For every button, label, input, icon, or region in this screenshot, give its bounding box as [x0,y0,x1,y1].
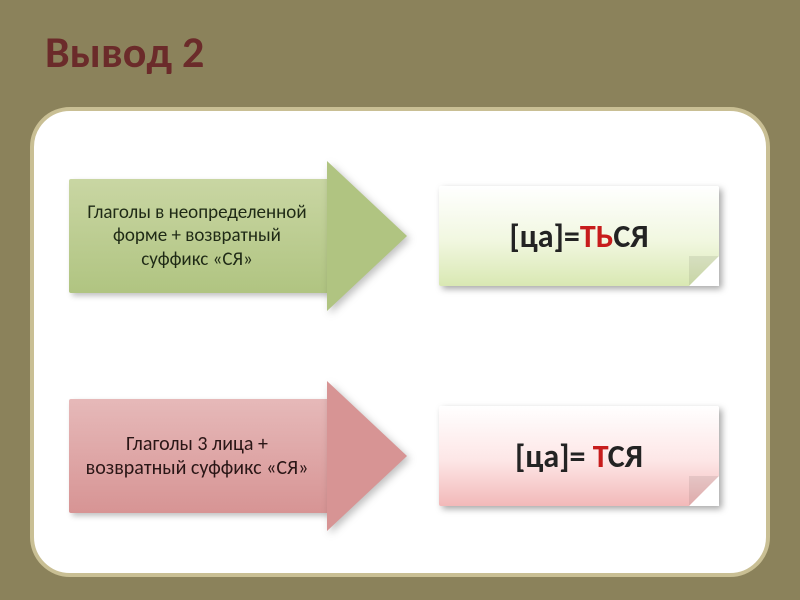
card-fold-back-icon [689,256,719,286]
formula-text: [ца]= ТСЯ [515,437,643,476]
page-title: Вывод 2 [45,25,770,79]
arrow-head-icon [327,161,407,311]
arrow-infinitive: Глаголы в неопределенной форме + возврат… [69,161,409,311]
card-fold-back-icon [689,476,719,506]
result-card-third-person: [ца]= ТСЯ [439,406,719,506]
formula-suffix: СЯ [613,217,648,256]
formula-highlight: ТЬ [580,217,614,256]
rule-row-third-person: Глаголы 3 лица + возвратный суффикс «СЯ»… [69,381,731,531]
rule-row-infinitive: Глаголы в неопределенной форме + возврат… [69,161,731,311]
result-card-infinitive: [ца]=ТЬСЯ [439,186,719,286]
formula-highlight: Т [593,437,608,476]
arrow-text: Глаголы 3 лица + возвратный суффикс «СЯ» [83,432,311,481]
formula-text: [ца]=ТЬСЯ [509,217,648,256]
formula-suffix: СЯ [608,437,643,476]
arrow-body: Глаголы 3 лица + возвратный суффикс «СЯ» [69,399,329,513]
slide: Вывод 2 Глаголы в неопределенной форме +… [0,0,800,600]
arrow-text: Глаголы в неопределенной форме + возврат… [83,201,311,271]
arrow-head-icon [327,381,407,531]
arrow-body: Глаголы в неопределенной форме + возврат… [69,179,329,293]
formula-prefix: [ца]= [509,217,580,256]
formula-prefix: [ца]= [515,437,593,476]
arrow-third-person: Глаголы 3 лица + возвратный суффикс «СЯ» [69,381,409,531]
content-panel: Глаголы в неопределенной форме + возврат… [30,107,770,577]
